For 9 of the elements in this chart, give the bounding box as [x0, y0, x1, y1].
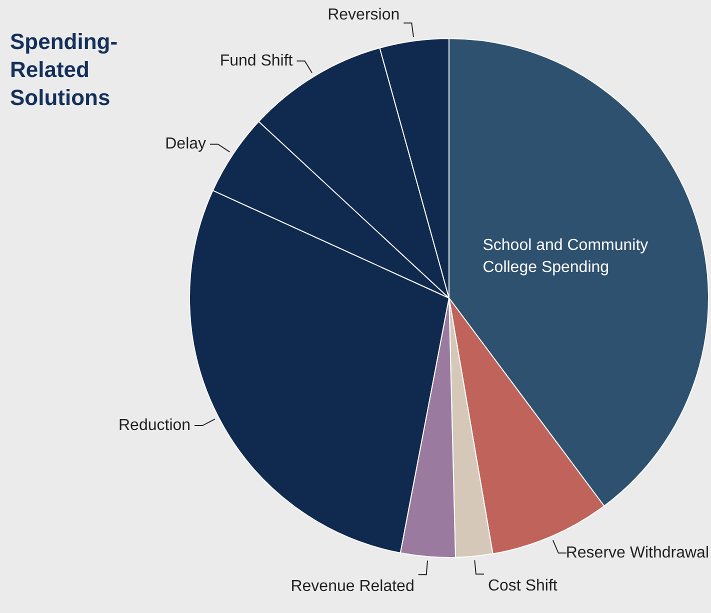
slice-label: Reduction	[118, 416, 191, 434]
slice-label: School and Community College Spending	[482, 236, 648, 276]
slice-label: Revenue Related	[290, 578, 414, 595]
text: Spending-Related Solutions	[10, 28, 119, 112]
slice-label: Reserve Withdrawal	[566, 544, 709, 562]
slice-label: Fund Shift	[220, 52, 294, 70]
slice-label: Cost Shift	[488, 578, 558, 595]
slice-label: Delay	[165, 136, 206, 153]
slice-label: Reversion	[328, 6, 400, 24]
